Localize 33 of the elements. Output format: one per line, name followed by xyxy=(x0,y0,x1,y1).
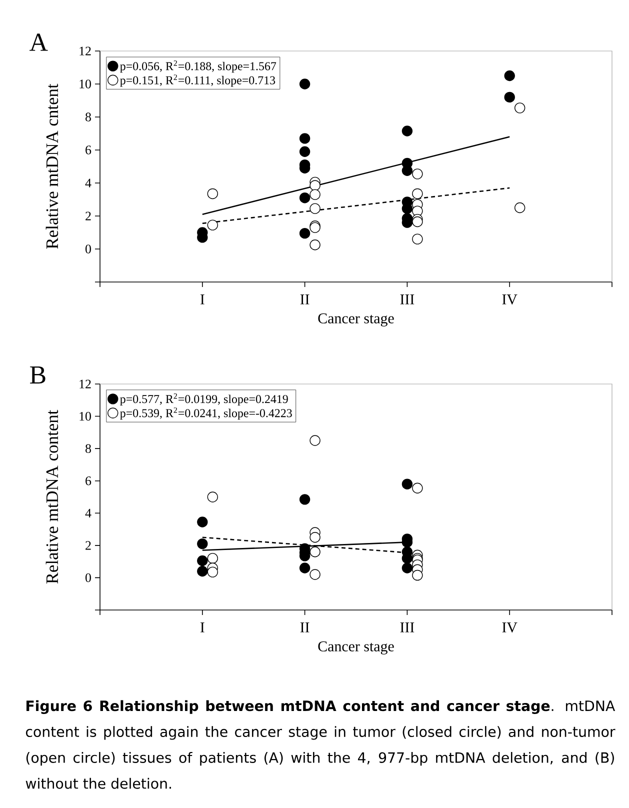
y-tick-label: 10 xyxy=(80,412,91,421)
y-axis-title: Relative mtDNA content xyxy=(46,410,58,584)
y-tick-label: 4 xyxy=(85,508,92,518)
y-tick-label: 0 xyxy=(86,573,91,582)
y-tick-label: 12 xyxy=(80,46,91,56)
x-tick-label: III xyxy=(400,622,414,632)
y-tick-label: 8 xyxy=(86,444,91,453)
x-tick-label: IV xyxy=(502,294,518,305)
legend-label: p=0.577, R$^{2}$=0.0199, slope=0.2419 xyxy=(120,393,288,406)
x-axis-title: Cancer stage xyxy=(318,641,394,654)
y-tick-label: 2 xyxy=(86,541,91,550)
x-tick-label: I xyxy=(200,622,204,632)
chart-title: A xyxy=(30,34,48,51)
legend-label: p=0.151, R$^{2}$=0.111, slope=0.713 xyxy=(120,74,276,87)
legend-label: p=0.539, R$^{2}$=0.0241, slope=-0.4223 xyxy=(120,407,292,420)
y-tick-label: 10 xyxy=(80,80,91,88)
legend-label: p=0.056, R$^{2}$=0.188, slope=1.567 xyxy=(120,60,276,73)
y-tick-label: 8 xyxy=(86,112,91,122)
x-tick-label: III xyxy=(400,294,414,304)
x-axis-title: Cancer stage xyxy=(318,313,394,326)
chart-title: B xyxy=(30,366,46,384)
y-tick-label: 6 xyxy=(86,146,92,154)
y-tick-label: 4 xyxy=(85,178,92,188)
y-tick-label: 2 xyxy=(86,212,91,220)
x-tick-label: IV xyxy=(502,622,518,633)
y-axis-title: Relative mtDNA cntent xyxy=(46,84,58,249)
x-tick-label: II xyxy=(300,294,310,304)
y-tick-label: 12 xyxy=(80,380,91,388)
x-tick-label: I xyxy=(200,294,204,304)
text: Figure 6 Relationship between mtDNA content and cancer stage. mtDNA content is plotted again the cancer stage in tumor (closed circle) and non-tumor (open circle) tissues of patients (A) with the 4, 977-bp mtDNA deletion, and (B) without the deletion. xyxy=(26,700,616,789)
y-tick-label: 0 xyxy=(86,244,91,254)
x-tick-label: II xyxy=(300,622,310,632)
y-tick-label: 6 xyxy=(86,476,92,486)
